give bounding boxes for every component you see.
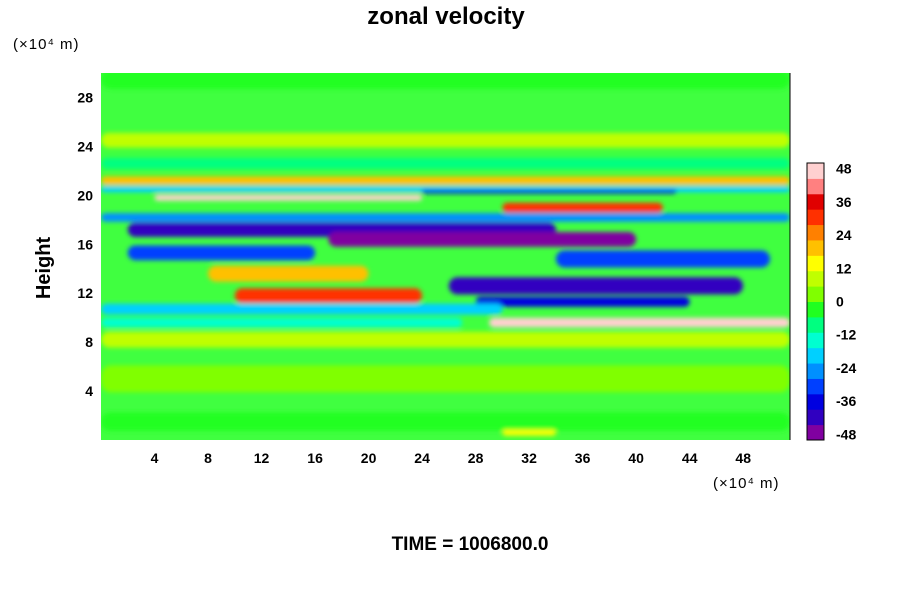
colorbar-frame [806,162,825,441]
heatmap-region-13 [208,265,369,282]
x-tick-label: 32 [521,450,537,466]
colorbar-segment [807,163,824,179]
colorbar: 48 36 24 12 0 -12 -24 -36 -48 [807,161,856,443]
colorbar-tick-label: -12 [836,327,856,343]
x-tick-label: 16 [307,450,323,466]
x-tick-label: 36 [575,450,591,466]
colorbar-tick-label: 48 [836,161,852,177]
y-tick-label: 16 [77,236,93,252]
heatmap-region-23 [502,429,556,436]
colorbar-segment [807,316,824,333]
x-tick-label: 8 [204,450,212,466]
y-tick-label: 4 [85,383,93,399]
colorbar-segment [807,270,824,287]
y-tick-label: 28 [77,90,93,106]
x-tick-label: 20 [361,450,377,466]
heatmap-region-21 [101,365,790,393]
x-tick-label: 44 [682,450,698,466]
x-tick-label: 4 [151,450,159,466]
colorbar-segment [807,363,824,379]
colorbar-tick-label: 0 [836,294,844,310]
colorbar-tick-label: 24 [836,227,852,243]
y-axis-label: Height [33,237,55,300]
colorbar-segment [807,332,824,349]
heatmap-region-15 [234,288,423,303]
heatmap-region-17 [101,303,503,315]
y-tick-label: 12 [77,285,93,301]
colorbar-segment [807,301,824,318]
x-tick-label: 12 [254,450,270,466]
x-axis-ticks: 4 8 12 16 20 24 28 32 36 40 44 48 [151,450,752,466]
chart-title: zonal velocity [367,3,525,30]
y-tick-label: 8 [85,334,93,350]
colorbar-tick-label: -24 [836,360,856,376]
plot-area [101,73,790,440]
colorbar-segment [807,378,824,395]
heatmap-region-1 [101,132,790,148]
heatmap-region-10 [328,232,637,247]
colorbar-tick-label: 12 [836,260,852,276]
colorbar-tick-label: 36 [836,194,852,210]
y-tick-label: 20 [77,187,93,203]
colorbar-segment [807,224,824,241]
time-label: TIME = 1006800.0 [392,534,549,555]
colorbar-segment [807,409,824,426]
colorbar-segment [807,209,824,226]
heatmap-region-0 [101,73,790,89]
heatmap-region-18 [489,317,790,328]
heatmap-region-14 [448,277,744,295]
x-tick-label: 24 [414,450,430,466]
heatmap-region-8 [101,213,790,222]
colorbar-tick-label: -36 [836,393,856,409]
x-tick-label: 48 [735,450,751,466]
colorbar-segment [807,255,824,272]
heatmap-region-12 [555,250,770,268]
heatmap-region-19 [101,317,463,328]
colorbar-segment [807,347,824,364]
y-axis-ticks: 4 8 12 16 20 24 28 [77,90,93,400]
colorbar-segment [807,286,824,302]
heatmap-region-11 [127,245,316,261]
y-tick-label: 24 [77,138,93,154]
colorbar-segment [807,424,824,441]
colorbar-tick-label: -48 [836,427,856,443]
heatmap-region-16 [475,296,690,307]
heatmap-region-6 [422,189,677,194]
heatmap-region-5 [154,194,423,201]
heatmap-region-3 [101,176,790,185]
heatmap-field [101,73,790,436]
colorbar-segment [807,193,824,210]
x-unit-label: (×10⁴ m) [713,475,780,492]
x-tick-label: 40 [628,450,644,466]
y-unit-label: (×10⁴ m) [13,36,80,53]
heatmap-region-22 [101,412,790,431]
heatmap-region-7 [502,202,663,213]
heatmap-region-2 [101,158,790,169]
colorbar-segment [807,393,824,410]
heatmap-region-20 [101,331,790,348]
colorbar-segment [807,239,824,256]
x-tick-label: 28 [468,450,484,466]
colorbar-segment [807,178,824,195]
